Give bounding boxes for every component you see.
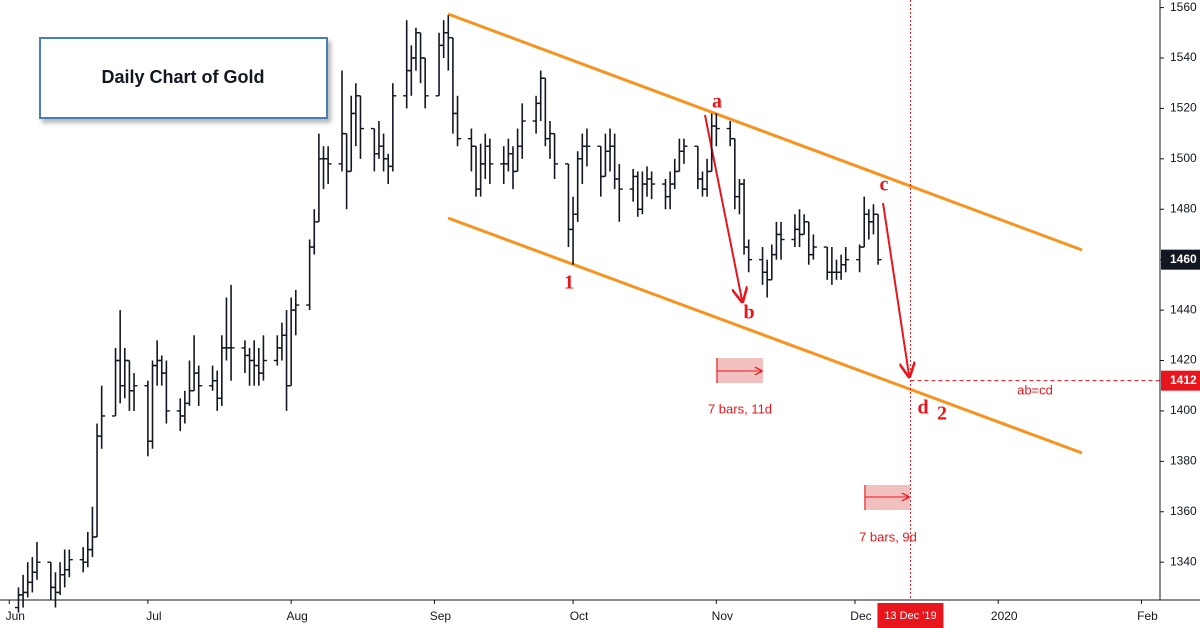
- ohlc-bar: [680, 138, 688, 164]
- y-tick-label: 1440: [1170, 302, 1197, 316]
- annotation: ab=cd: [1017, 382, 1053, 397]
- x-tick-label: Dec: [850, 609, 871, 623]
- x-tick-label: Jun: [6, 609, 25, 623]
- ohlc-bar: [712, 113, 720, 147]
- ohlc-bar: [777, 221, 785, 260]
- y-tick-label: 1400: [1170, 403, 1197, 417]
- ohlc-bar: [356, 95, 364, 159]
- y-tick-label: 1360: [1170, 504, 1197, 518]
- annotation: c: [880, 174, 889, 196]
- ohlc-bar: [486, 138, 494, 185]
- annotation: a: [712, 91, 722, 113]
- chart-title: Daily Chart of Gold: [101, 67, 264, 87]
- title-box: [39, 37, 328, 119]
- y-tick-label: 1560: [1170, 0, 1197, 14]
- y-tick-label: 1380: [1170, 454, 1197, 468]
- ohlc-bar: [292, 289, 300, 336]
- last-price-box: [1161, 249, 1200, 270]
- y-tick-label: 1340: [1170, 554, 1197, 568]
- ohlc-bar: [389, 83, 397, 172]
- x-tick-label: Oct: [570, 609, 589, 623]
- ohlc-bar: [615, 163, 623, 222]
- title-frame: [39, 37, 328, 119]
- y-tick-label: 1540: [1170, 50, 1197, 64]
- ohlc-bar: [842, 247, 850, 273]
- annotation: 7 bars, 9d: [859, 529, 917, 544]
- y-tick-label: 1480: [1170, 201, 1197, 215]
- ohlc-bar: [583, 128, 591, 167]
- ohlc-bar: [65, 549, 73, 578]
- annotation: 7 bars, 11d: [708, 401, 772, 416]
- ohlc-bar: [454, 95, 462, 147]
- annotation: d: [917, 397, 928, 419]
- y-tick-label: 1520: [1170, 101, 1197, 115]
- x-tick-label: Nov: [712, 609, 733, 623]
- ohlc-bar: [259, 335, 267, 381]
- ohlc-bar: [421, 57, 429, 109]
- target-box: [1161, 370, 1200, 391]
- last-price-label: 1460: [1170, 252, 1197, 266]
- ohlc-bar: [227, 284, 235, 381]
- y-tick-label: 1500: [1170, 151, 1197, 165]
- ohlc-bar: [33, 542, 41, 580]
- ohlc-bar: [809, 234, 817, 260]
- ohlc-bar: [130, 373, 138, 411]
- x-tick-label: Feb: [1137, 609, 1158, 623]
- ohlc-bar: [518, 103, 526, 159]
- x-tick-label: Jul: [146, 609, 161, 623]
- ohlc-bar: [551, 132, 559, 179]
- ohlc-bar: [162, 360, 170, 424]
- channel-lower: [447, 216, 1083, 455]
- date-marker-box: [877, 603, 944, 628]
- x-tick-label: 2020: [991, 609, 1018, 623]
- channel-upper: [447, 12, 1083, 252]
- annotation: 2: [937, 403, 947, 425]
- y-tick-label: 1420: [1170, 353, 1197, 367]
- plot: [14, 12, 1083, 613]
- ohlc-bar: [195, 365, 203, 406]
- x-tick-label: Aug: [286, 609, 307, 623]
- ohlc-bar: [745, 239, 753, 273]
- arrow-cd: [882, 202, 909, 375]
- annotation: b: [743, 302, 754, 324]
- ohlc-bar: [874, 213, 882, 265]
- x-tick-label: Sep: [430, 609, 452, 623]
- ohlc-bar: [648, 171, 656, 200]
- annotation: 1: [564, 272, 574, 294]
- ohlc-bar: [324, 146, 332, 185]
- date-marker-label: 13 Dec '19: [884, 610, 936, 622]
- ohlc-bar: [98, 385, 106, 449]
- target-label: 1412: [1170, 373, 1197, 387]
